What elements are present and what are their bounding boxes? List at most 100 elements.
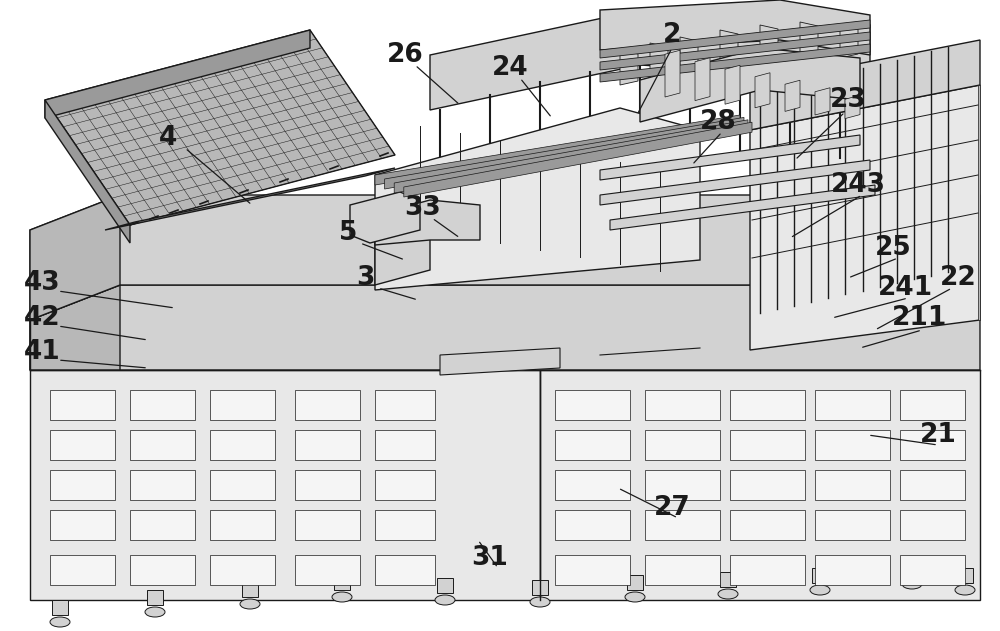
Polygon shape: [640, 48, 860, 122]
Bar: [730, 510, 805, 540]
Bar: [210, 555, 275, 585]
Bar: [645, 390, 720, 420]
Bar: [730, 390, 805, 420]
Polygon shape: [30, 195, 980, 320]
Bar: [375, 470, 435, 500]
Polygon shape: [375, 215, 430, 285]
Bar: [645, 430, 720, 460]
Polygon shape: [720, 30, 738, 65]
Polygon shape: [350, 192, 420, 243]
Polygon shape: [30, 285, 980, 370]
Text: 3: 3: [356, 265, 374, 291]
Bar: [645, 470, 720, 500]
Polygon shape: [725, 65, 740, 104]
Polygon shape: [437, 578, 453, 593]
Bar: [555, 390, 630, 420]
Polygon shape: [845, 95, 860, 119]
Bar: [50, 430, 115, 460]
Polygon shape: [812, 568, 828, 583]
Polygon shape: [30, 195, 120, 320]
Bar: [555, 510, 630, 540]
Polygon shape: [440, 348, 560, 375]
Text: 243: 243: [830, 172, 886, 198]
Polygon shape: [627, 575, 643, 590]
Bar: [375, 430, 435, 460]
Bar: [130, 555, 195, 585]
Bar: [210, 430, 275, 460]
Polygon shape: [404, 122, 752, 197]
Bar: [295, 430, 360, 460]
Text: 42: 42: [24, 305, 60, 331]
Bar: [50, 390, 115, 420]
Bar: [900, 555, 965, 585]
Polygon shape: [800, 22, 818, 55]
Bar: [130, 470, 195, 500]
Text: 241: 241: [877, 275, 933, 301]
Text: 5: 5: [339, 220, 357, 246]
Text: 21: 21: [920, 422, 956, 448]
Polygon shape: [600, 32, 870, 70]
Polygon shape: [600, 135, 860, 180]
Text: 25: 25: [875, 235, 911, 261]
Bar: [375, 390, 435, 420]
Bar: [50, 470, 115, 500]
Bar: [815, 555, 890, 585]
Polygon shape: [755, 73, 770, 108]
Polygon shape: [760, 25, 778, 58]
Bar: [815, 390, 890, 420]
Polygon shape: [430, 10, 870, 110]
Text: 211: 211: [892, 305, 948, 331]
Polygon shape: [665, 50, 680, 97]
Ellipse shape: [625, 592, 645, 602]
Ellipse shape: [50, 617, 70, 627]
Bar: [555, 430, 630, 460]
Bar: [815, 510, 890, 540]
Bar: [815, 430, 890, 460]
Bar: [555, 470, 630, 500]
Text: 43: 43: [24, 270, 60, 296]
Text: 31: 31: [472, 545, 508, 571]
Polygon shape: [147, 590, 163, 605]
Polygon shape: [600, 44, 870, 82]
Polygon shape: [600, 0, 870, 55]
Polygon shape: [334, 575, 350, 590]
Bar: [210, 510, 275, 540]
Bar: [730, 555, 805, 585]
Ellipse shape: [955, 585, 975, 595]
Ellipse shape: [530, 597, 550, 607]
Text: 41: 41: [24, 339, 60, 365]
Text: 28: 28: [700, 109, 736, 135]
Polygon shape: [904, 562, 920, 577]
Polygon shape: [45, 100, 130, 243]
Text: 33: 33: [405, 195, 441, 221]
Bar: [295, 470, 360, 500]
Text: 22: 22: [940, 265, 976, 291]
Bar: [375, 510, 435, 540]
Ellipse shape: [902, 579, 922, 589]
Polygon shape: [750, 85, 980, 350]
Polygon shape: [30, 370, 540, 600]
Polygon shape: [600, 20, 870, 58]
Bar: [900, 390, 965, 420]
Polygon shape: [375, 108, 700, 290]
Polygon shape: [610, 185, 875, 230]
Polygon shape: [52, 600, 68, 615]
Polygon shape: [375, 200, 480, 245]
Bar: [210, 390, 275, 420]
Polygon shape: [385, 117, 744, 189]
Polygon shape: [242, 582, 258, 597]
Bar: [730, 430, 805, 460]
Ellipse shape: [240, 599, 260, 609]
Bar: [900, 510, 965, 540]
Text: 24: 24: [492, 55, 528, 81]
Ellipse shape: [145, 607, 165, 617]
Bar: [375, 555, 435, 585]
Text: 23: 23: [830, 87, 866, 113]
Bar: [900, 430, 965, 460]
Polygon shape: [45, 30, 395, 225]
Polygon shape: [620, 50, 638, 85]
Polygon shape: [532, 580, 548, 595]
Ellipse shape: [332, 592, 352, 602]
Polygon shape: [105, 168, 395, 230]
Polygon shape: [375, 115, 740, 185]
